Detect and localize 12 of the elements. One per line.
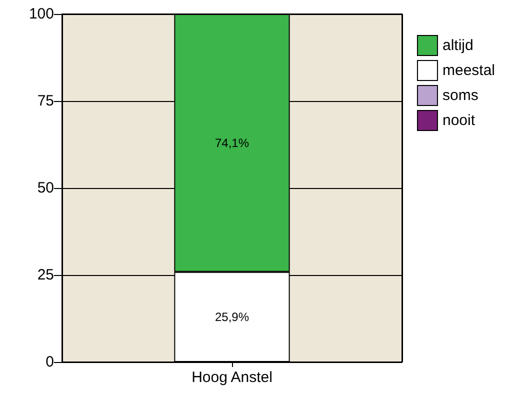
data-label: 74,1% — [214, 136, 250, 150]
y-tick-label: 75 — [37, 92, 54, 110]
legend-label: soms — [442, 87, 478, 104]
x-tick-label: Hoog Anstel — [192, 369, 272, 386]
legend-label: meestal — [442, 62, 496, 79]
y-tick-label: 0 — [46, 354, 54, 370]
y-tick-label: 100 — [28, 6, 54, 22]
legend-label: nooit — [442, 112, 476, 129]
y-tick-label: 50 — [37, 180, 54, 196]
legend-label: altijd — [442, 37, 474, 54]
data-label: 25,9% — [214, 310, 250, 324]
y-tick-label: 25 — [37, 266, 54, 284]
